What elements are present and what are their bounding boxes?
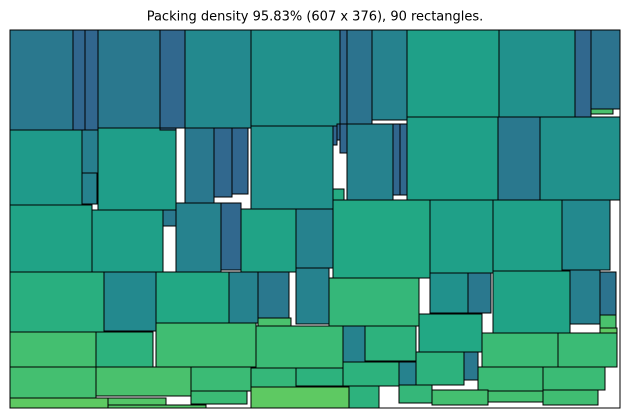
packed-rectangle — [561, 199, 611, 271]
packed-rectangle — [487, 390, 544, 403]
packed-rectangle — [431, 389, 489, 406]
packed-rectangle — [228, 271, 259, 324]
packed-rectangle — [295, 267, 330, 325]
packed-rectangle — [255, 325, 344, 369]
packed-rectangle — [492, 199, 563, 272]
packed-rectangle — [190, 366, 252, 392]
packed-rectangle — [155, 322, 257, 368]
packed-rectangle — [95, 331, 154, 368]
packed-rectangle — [429, 199, 494, 274]
packed-rectangle — [542, 366, 606, 391]
packed-rectangle — [599, 327, 618, 334]
packed-rectangle — [81, 172, 98, 205]
packed-rectangle — [295, 367, 344, 387]
packed-rectangle — [213, 127, 233, 198]
packed-rectangle — [250, 125, 334, 210]
packed-rectangle — [346, 29, 373, 125]
packed-rectangle — [364, 325, 417, 362]
packed-rectangle — [542, 389, 599, 406]
packed-rectangle — [9, 366, 97, 399]
packed-rectangle — [392, 123, 401, 196]
packed-rectangle — [590, 108, 614, 115]
packed-rectangle — [240, 208, 297, 273]
plot-frame — [9, 29, 621, 409]
packed-rectangle — [295, 208, 334, 269]
packed-rectangle — [159, 127, 177, 131]
packed-rectangle — [9, 204, 93, 273]
packed-rectangle — [9, 331, 97, 368]
packed-rectangle — [339, 123, 348, 154]
packed-rectangle — [155, 271, 230, 324]
packed-rectangle — [339, 29, 348, 125]
packed-rectangle — [399, 123, 408, 196]
packed-rectangle — [184, 127, 215, 204]
packed-rectangle — [371, 29, 408, 121]
packed-rectangle — [231, 127, 249, 195]
packed-rectangle — [569, 269, 601, 325]
packed-rectangle — [220, 202, 242, 271]
packed-rectangle — [9, 29, 74, 131]
packed-rectangle — [159, 29, 186, 129]
packed-rectangle — [72, 29, 86, 131]
packed-rectangle — [107, 397, 167, 406]
packed-rectangle — [348, 385, 380, 409]
packed-rectangle — [184, 29, 252, 129]
packed-rectangle — [95, 366, 192, 397]
packed-rectangle — [332, 125, 338, 146]
packed-rectangle — [162, 209, 177, 227]
packed-rectangle — [599, 314, 617, 329]
packed-rectangle — [342, 361, 400, 387]
packed-rectangle — [467, 272, 492, 314]
packed-rectangle — [9, 271, 105, 333]
packed-rectangle — [463, 351, 479, 381]
packed-rectangle — [481, 332, 559, 368]
packed-rectangle — [574, 29, 592, 118]
chart-title: Packing density 95.83% (607 x 376), 90 r… — [147, 10, 484, 25]
packed-rectangle — [332, 188, 345, 201]
packed-rectangle — [250, 386, 350, 409]
packed-rectangle — [9, 397, 109, 409]
packed-rectangle — [398, 384, 433, 404]
packed-rectangle — [250, 29, 341, 127]
packed-rectangle — [346, 123, 394, 201]
packed-rectangle — [175, 202, 222, 273]
packed-rectangle — [398, 361, 417, 386]
packed-rectangle — [406, 116, 499, 201]
packed-rectangle — [250, 367, 297, 388]
packed-rectangle — [406, 29, 500, 118]
packed-rectangle — [557, 332, 618, 368]
packed-rectangle — [590, 29, 621, 110]
packed-rectangle — [9, 129, 83, 206]
packed-rectangle — [498, 29, 576, 118]
packed-rectangle — [257, 271, 290, 319]
packed-rectangle — [539, 116, 621, 201]
packed-rectangle — [477, 366, 544, 392]
packed-rectangle — [81, 129, 99, 174]
packed-rectangle — [415, 351, 465, 386]
packed-rectangle — [599, 271, 617, 316]
packed-rectangle — [336, 123, 341, 141]
packed-rectangle — [190, 390, 248, 405]
packed-rectangle — [328, 277, 420, 327]
packed-rectangle — [332, 199, 431, 279]
packed-rectangle — [103, 271, 157, 332]
packed-rectangle — [492, 270, 571, 334]
packed-rectangle — [97, 29, 161, 129]
packed-rectangle — [429, 272, 469, 314]
packed-rectangle — [342, 325, 366, 363]
packed-rectangle — [97, 127, 177, 211]
packed-rectangle — [91, 209, 164, 273]
packed-rectangle — [84, 29, 99, 131]
packed-rectangle — [418, 313, 483, 353]
packed-rectangle — [497, 116, 541, 201]
